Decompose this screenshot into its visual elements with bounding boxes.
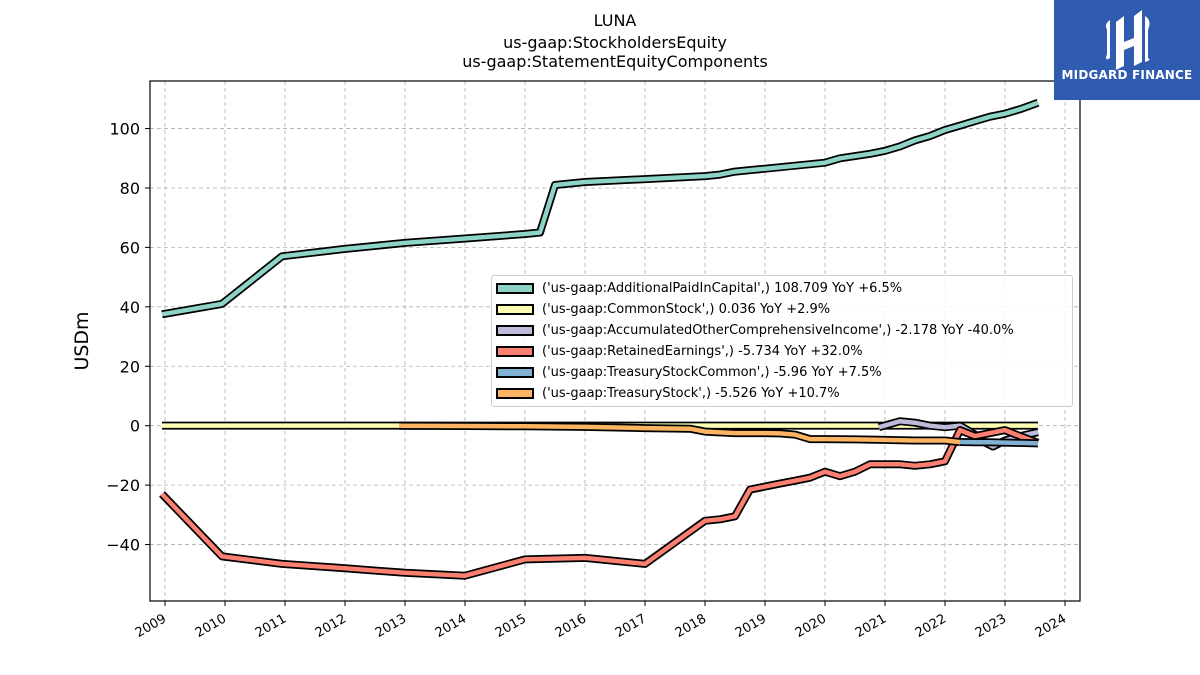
y-axis-ticks: −40 −20 0 20 40 60 80 100 [106,120,150,555]
x-tick-label: 2010 [193,611,229,641]
series-line-stroke [161,100,1039,317]
series-line-3 [159,426,1040,580]
x-axis-ticks: 2009 2010 2011 2012 2013 2014 2015 2016 2017 2018… [133,601,1069,641]
legend-swatch [496,345,534,357]
legend-item: ('us-gaap:TreasuryStock',) -5.526 YoY +1… [496,383,840,403]
chart-legend: ('us-gaap:AdditionalPaidInCapital',) 108… [491,275,1073,407]
legend-swatch [496,387,534,399]
y-tick-label: 100 [109,120,140,139]
legend-item: ('us-gaap:RetainedEarnings',) -5.734 YoY… [496,341,863,361]
midgard-finance-logo: MIDGARD FINANCE [1054,0,1200,100]
series-line-stroke [160,427,1039,578]
y-tick-label: −40 [106,536,140,555]
series-line-stroke [398,423,961,445]
x-tick-label: 2022 [913,611,949,641]
legend-item: ('us-gaap:AdditionalPaidInCapital',) 108… [496,278,902,298]
x-tick-label: 2015 [493,611,529,641]
x-tick-label: 2017 [613,611,649,641]
x-tick-label: 2024 [1033,611,1069,641]
y-axis-label: USDm [71,311,93,370]
x-tick-label: 2019 [733,611,769,641]
x-tick-label: 2011 [253,611,289,641]
x-tick-label: 2018 [673,611,709,641]
chart-title-line-2: us-gaap:StockholdersEquity [503,33,727,52]
y-tick-label: 0 [130,417,140,436]
x-tick-label: 2020 [793,611,829,641]
y-tick-label: 60 [120,238,140,257]
series-layer [159,98,1040,580]
legend-item: ('us-gaap:CommonStock',) 0.036 YoY +2.9% [496,299,830,319]
legend-item: ('us-gaap:AccumulatedOtherComprehensiveI… [496,320,1014,340]
legend-label: ('us-gaap:AccumulatedOtherComprehensiveI… [542,322,1014,338]
series-line-stroke [959,439,1039,446]
y-tick-label: −20 [106,476,140,495]
y-tick-label: 80 [120,179,140,198]
logo-text: MIDGARD FINANCE [1061,68,1193,82]
x-tick-label: 2009 [133,611,169,641]
legend-swatch [496,282,534,294]
legend-label: ('us-gaap:AdditionalPaidInCapital',) 108… [542,280,903,296]
legend-label: ('us-gaap:CommonStock',) 0.036 YoY +2.9% [542,301,831,317]
chart-title-line-3: us-gaap:StatementEquityComponents [462,52,768,71]
x-tick-label: 2016 [553,611,589,641]
y-tick-label: 40 [120,298,140,317]
series-line-0 [161,98,1040,319]
x-tick-label: 2014 [433,611,469,641]
y-tick-label: 20 [120,357,140,376]
chart-title-line-1: LUNA [593,11,637,30]
x-tick-label: 2023 [973,611,1009,641]
x-tick-label: 2021 [853,611,889,641]
plot-area-frame [149,80,1081,602]
legend-swatch [496,303,534,315]
legend-label: ('us-gaap:TreasuryStockCommon',) -5.96 Y… [542,364,882,380]
x-tick-label: 2012 [313,611,349,641]
series-line-5 [398,421,961,447]
series-line-4 [959,438,1039,448]
legend-swatch [496,366,534,378]
legend-label: ('us-gaap:TreasuryStock',) -5.526 YoY +1… [542,385,840,401]
logo-mark-icon [1106,10,1150,70]
legend-item: ('us-gaap:TreasuryStockCommon',) -5.96 Y… [496,362,882,382]
legend-label: ('us-gaap:RetainedEarnings',) -5.734 YoY… [542,343,863,359]
series-line-outline [159,426,1040,580]
legend-swatch [496,324,534,336]
x-tick-label: 2013 [373,611,409,641]
